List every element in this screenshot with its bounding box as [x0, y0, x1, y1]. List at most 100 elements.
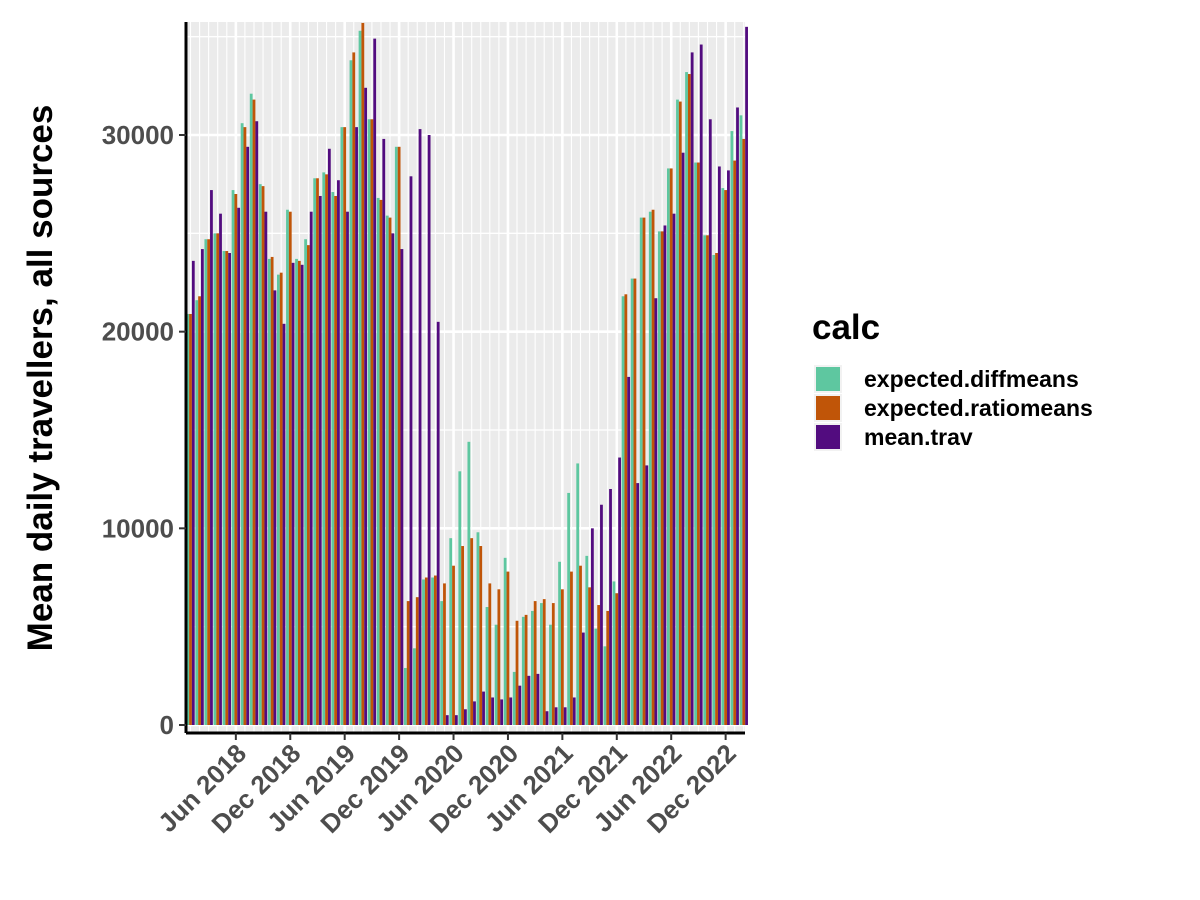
- bar-expected-ratiomeans: [216, 233, 220, 725]
- bar-expected-ratiomeans: [452, 565, 455, 725]
- y-tick-label: 0: [160, 710, 174, 740]
- bar-expected-ratiomeans: [697, 162, 700, 725]
- bar-mean-trav: [473, 701, 476, 725]
- bar-expected-diffmeans: [322, 172, 326, 725]
- bar-expected-diffmeans: [494, 624, 498, 725]
- bar-expected-diffmeans: [648, 211, 652, 725]
- bar-expected-ratiomeans: [624, 294, 628, 725]
- bar-expected-diffmeans: [585, 555, 589, 725]
- bar-expected-diffmeans: [440, 601, 444, 725]
- bar-expected-diffmeans: [195, 300, 199, 725]
- bar-mean-trav: [717, 166, 721, 726]
- bar-expected-ratiomeans: [388, 217, 392, 725]
- bar-mean-trav: [255, 121, 259, 726]
- bar-mean-trav: [618, 457, 621, 725]
- bar-mean-trav: [364, 87, 368, 726]
- bar-mean-trav: [627, 376, 631, 725]
- bar-expected-ratiomeans: [542, 599, 546, 725]
- bar-expected-ratiomeans: [352, 52, 356, 725]
- bar-expected-ratiomeans: [570, 571, 573, 725]
- bar-expected-diffmeans: [630, 278, 634, 725]
- bar-mean-trav: [373, 38, 377, 725]
- bar-expected-ratiomeans: [660, 231, 664, 725]
- bar-expected-diffmeans: [331, 192, 335, 725]
- bar-expected-ratiomeans: [524, 614, 528, 725]
- bar-expected-ratiomeans: [560, 589, 564, 725]
- bar-mean-trav: [300, 264, 304, 725]
- bar-expected-diffmeans: [431, 577, 434, 725]
- bar-expected-ratiomeans: [343, 127, 347, 725]
- bar-mean-trav: [436, 321, 440, 725]
- bar-expected-diffmeans: [603, 646, 607, 725]
- bar-mean-trav: [237, 207, 241, 725]
- bar-expected-ratiomeans: [506, 571, 510, 725]
- bar-expected-diffmeans: [286, 209, 289, 726]
- bar-expected-ratiomeans: [615, 593, 619, 725]
- legend-label: expected.ratiomeans: [864, 395, 1093, 421]
- bar-expected-diffmeans: [422, 579, 425, 725]
- bar-expected-ratiomeans: [189, 313, 192, 725]
- bar-mean-trav: [572, 697, 576, 725]
- bar-expected-diffmeans: [594, 628, 598, 725]
- bar-expected-ratiomeans: [261, 186, 265, 725]
- bar-mean-trav: [727, 170, 730, 725]
- bar-expected-diffmeans: [385, 215, 389, 725]
- legend: calc expected.diffmeans expected.ratiomea…: [812, 308, 1093, 451]
- bar-expected-ratiomeans: [551, 603, 555, 725]
- bar-mean-trav: [418, 129, 422, 726]
- bar-expected-diffmeans: [358, 30, 362, 725]
- bar-expected-diffmeans: [667, 168, 670, 725]
- bar-mean-trav: [527, 675, 531, 725]
- bar-expected-ratiomeans: [424, 577, 428, 725]
- bar-mean-trav: [346, 211, 349, 725]
- bar-mean-trav: [264, 211, 268, 725]
- bar-expected-ratiomeans: [397, 146, 401, 726]
- y-tick-label: 10000: [102, 513, 174, 543]
- bar-expected-ratiomeans: [288, 211, 292, 725]
- bar-expected-ratiomeans: [742, 138, 746, 725]
- bar-mean-trav: [355, 127, 358, 725]
- bar-expected-ratiomeans: [706, 235, 709, 726]
- bar-expected-ratiomeans: [370, 119, 374, 725]
- bar-expected-ratiomeans: [433, 575, 437, 725]
- bar-expected-ratiomeans: [252, 99, 256, 726]
- legend-swatch-expected-diffmeans: [816, 367, 840, 391]
- bar-expected-diffmeans: [521, 616, 525, 725]
- bar-expected-diffmeans: [476, 532, 480, 725]
- bar-expected-ratiomeans: [443, 583, 446, 725]
- bar-expected-ratiomeans: [234, 194, 238, 725]
- bar-mean-trav: [672, 213, 676, 726]
- bar-mean-trav: [590, 528, 594, 725]
- legend-label: expected.diffmeans: [864, 366, 1079, 392]
- bar-mean-trav: [690, 52, 694, 725]
- bar-mean-trav: [745, 26, 748, 725]
- bar-mean-trav: [454, 715, 458, 725]
- bar-mean-trav: [663, 225, 667, 725]
- bar-expected-diffmeans: [739, 115, 743, 725]
- y-tick-label: 30000: [102, 120, 174, 150]
- bar-expected-ratiomeans: [579, 565, 582, 725]
- bar-expected-diffmeans: [657, 231, 661, 725]
- bar-mean-trav: [282, 323, 286, 725]
- bar-mean-trav: [246, 146, 250, 726]
- bar-mean-trav: [391, 233, 395, 725]
- bar-expected-diffmeans: [530, 610, 534, 725]
- bar-expected-diffmeans: [712, 254, 716, 725]
- bar-expected-diffmeans: [639, 217, 643, 725]
- bar-expected-diffmeans: [567, 492, 571, 725]
- bar-mean-trav: [291, 262, 295, 725]
- bar-mean-trav: [708, 119, 712, 725]
- bar-expected-diffmeans: [304, 239, 308, 726]
- bar-expected-diffmeans: [576, 463, 580, 725]
- bar-mean-trav: [699, 44, 703, 725]
- bar-expected-ratiomeans: [651, 209, 655, 726]
- bar-expected-diffmeans: [186, 313, 190, 725]
- bar-expected-diffmeans: [277, 274, 280, 725]
- bar-mean-trav: [191, 260, 195, 725]
- bar-expected-ratiomeans: [669, 168, 673, 725]
- bar-expected-diffmeans: [467, 441, 471, 725]
- bar-mean-trav: [636, 483, 640, 725]
- bar-expected-ratiomeans: [270, 256, 274, 725]
- legend-label: mean.trav: [864, 424, 973, 450]
